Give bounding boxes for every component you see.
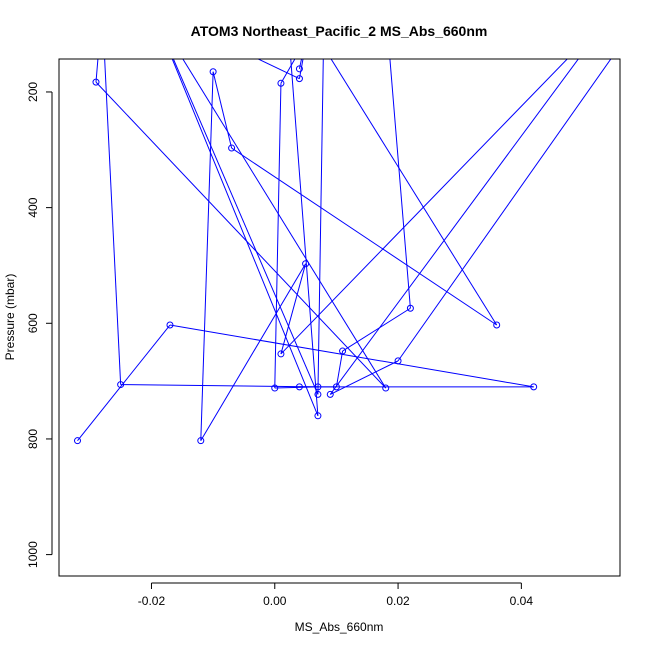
data-point bbox=[332, 383, 340, 391]
series-line-segment bbox=[120, 384, 318, 388]
data-point bbox=[209, 68, 217, 76]
series-line-segment bbox=[95, 59, 99, 83]
series-line-segment bbox=[317, 59, 324, 395]
series-group bbox=[77, 59, 612, 441]
series-line-segment bbox=[335, 350, 344, 387]
series-line-segment bbox=[77, 324, 171, 441]
chart-title: ATOM3 Northeast_Pacific_2 MS_Abs_660nm bbox=[191, 23, 488, 39]
series-line-segment bbox=[280, 59, 296, 84]
series-line-segment bbox=[298, 59, 304, 79]
data-point bbox=[295, 383, 303, 391]
series-line-segment bbox=[329, 59, 579, 395]
data-point bbox=[339, 347, 347, 355]
y-tick-label: 1000 bbox=[26, 541, 40, 568]
markers-group bbox=[73, 65, 538, 445]
axis-ticks: -0.02 0.00 0.02 0.04 200 400 600 800 1000 bbox=[26, 82, 533, 608]
series-line-segment bbox=[200, 71, 214, 441]
series-line-segment bbox=[231, 147, 497, 326]
series-line-segment bbox=[298, 59, 303, 69]
series-line-segment bbox=[200, 263, 307, 441]
data-point bbox=[530, 383, 538, 391]
data-point bbox=[314, 412, 322, 420]
series-line-segment bbox=[95, 81, 387, 389]
series-line-segment bbox=[280, 263, 307, 355]
series-line-segment bbox=[257, 59, 300, 80]
y-axis-label: Pressure (mbar) bbox=[3, 274, 17, 361]
x-tick-label: 0.04 bbox=[510, 594, 534, 608]
data-point bbox=[277, 350, 285, 358]
series-line-segment bbox=[172, 59, 319, 395]
data-point bbox=[406, 304, 414, 312]
series-line-segment bbox=[330, 360, 399, 395]
data-point bbox=[314, 383, 322, 391]
data-point bbox=[295, 75, 303, 83]
y-tick-label: 200 bbox=[26, 82, 40, 102]
x-tick-label: -0.02 bbox=[138, 594, 166, 608]
series-line-segment bbox=[274, 83, 282, 389]
data-point bbox=[394, 357, 402, 365]
data-point bbox=[314, 390, 322, 398]
data-point bbox=[197, 437, 205, 445]
data-point bbox=[228, 144, 236, 152]
series-line-segment bbox=[182, 59, 387, 389]
series-line-segment bbox=[171, 59, 319, 416]
series-line-segment bbox=[290, 59, 319, 416]
data-point bbox=[92, 78, 100, 86]
data-point bbox=[277, 79, 285, 87]
data-point bbox=[117, 381, 125, 389]
data-point bbox=[166, 321, 174, 329]
data-point bbox=[73, 437, 81, 445]
data-point bbox=[271, 384, 279, 392]
series-line-segment bbox=[212, 71, 233, 149]
data-point bbox=[302, 260, 310, 268]
x-axis-label: MS_Abs_660nm bbox=[295, 620, 384, 634]
series-line-segment bbox=[397, 59, 612, 362]
series-line-segment bbox=[169, 324, 534, 388]
y-tick-label: 800 bbox=[26, 429, 40, 449]
data-point bbox=[326, 390, 334, 398]
x-tick-label: 0.00 bbox=[263, 594, 287, 608]
series-line-segment bbox=[342, 307, 411, 352]
y-tick-label: 400 bbox=[26, 197, 40, 217]
series-line-segment bbox=[389, 59, 411, 309]
series-line-segment bbox=[280, 59, 568, 355]
plot-frame bbox=[58, 58, 621, 577]
data-point bbox=[493, 321, 501, 329]
series-line-segment bbox=[104, 59, 122, 385]
series-line-segment bbox=[330, 59, 498, 326]
y-tick-label: 600 bbox=[26, 313, 40, 333]
data-point bbox=[295, 65, 303, 73]
x-tick-label: 0.02 bbox=[386, 594, 410, 608]
data-point bbox=[382, 384, 390, 392]
